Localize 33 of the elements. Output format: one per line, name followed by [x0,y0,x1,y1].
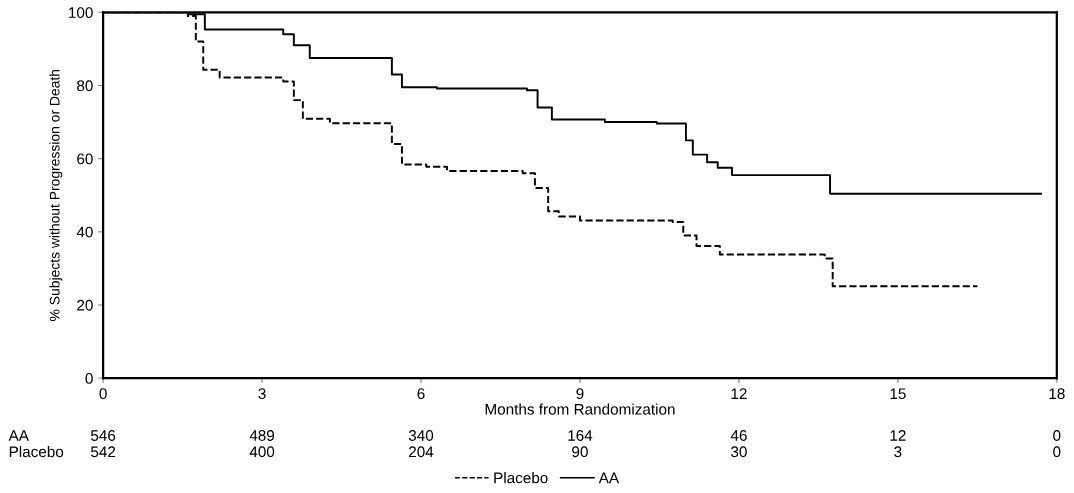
text: Placebo [9,445,64,458]
legend-label: Placebo [494,472,548,484]
text: 164 [568,430,593,441]
x-tick-label: 6 [417,388,425,400]
x-tick-label: 3 [258,388,266,400]
x-tick-label: 15 [890,388,906,400]
text: 46 [730,430,747,441]
text: 0 [1053,446,1061,458]
text: 400 [249,446,275,458]
y-axis-title: % Subjects without Progression or Death [49,69,63,321]
y-tick-label: 40 [76,226,93,238]
x-tick-label: 12 [731,388,747,399]
y-tick-label: 60 [77,153,93,165]
x-tick-label: 18 [1049,388,1065,400]
y-tick-label: 80 [77,80,93,92]
x-axis-title: Months from Randomization [485,403,675,415]
text: 546 [90,430,116,441]
text: 12 [890,430,906,441]
text: 0 [1053,430,1061,441]
text: 90 [572,446,588,458]
x-tick-label: 9 [576,388,584,400]
text: 30 [731,446,747,458]
text: 489 [249,430,275,441]
text: 542 [90,446,116,458]
y-tick-label: 0 [85,373,93,384]
legend-label: AA [598,472,620,484]
text: 204 [409,446,434,458]
x-tick-label: 0 [99,388,107,400]
y-tick-label: 20 [77,299,93,311]
text: 3 [894,446,902,458]
text: AA [8,430,29,441]
text: 340 [408,430,434,441]
y-tick-label: 100 [69,7,93,19]
